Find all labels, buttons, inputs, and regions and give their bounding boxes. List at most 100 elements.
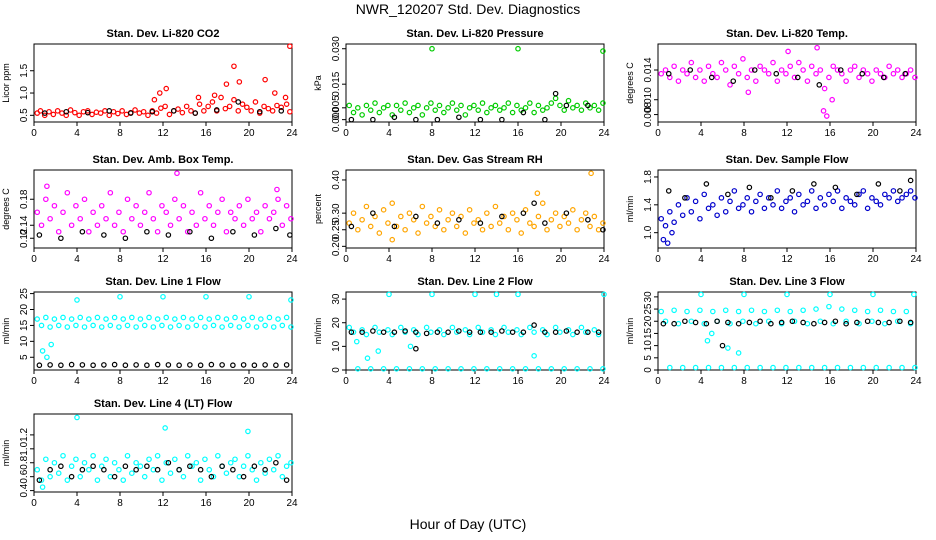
data-point (103, 316, 109, 322)
data-point (757, 191, 763, 198)
data-point-black (854, 319, 860, 326)
data-point-black (90, 463, 96, 470)
y-tick-label: 30 (643, 291, 654, 303)
data-point (817, 67, 824, 73)
data-point-black (370, 328, 376, 334)
data-point (226, 103, 233, 110)
data-point (248, 108, 254, 114)
data-point (718, 195, 725, 201)
data-point (787, 63, 794, 70)
data-point-black (746, 319, 753, 326)
data-point (735, 205, 742, 212)
data-point (223, 81, 230, 87)
data-point (903, 191, 910, 198)
data-point-black (413, 345, 419, 352)
data-point (163, 459, 170, 466)
data-point (90, 322, 96, 329)
data-point (249, 215, 256, 222)
data-point (804, 198, 811, 205)
data-point-black (789, 188, 796, 194)
data-point (359, 216, 365, 223)
data-point (783, 70, 789, 77)
data-point (419, 366, 426, 372)
data-point-black (47, 362, 53, 368)
y-tick-label: 0.6 (19, 469, 30, 483)
data-point (359, 112, 365, 118)
data-point (595, 331, 602, 338)
data-point (90, 452, 96, 459)
data-point (245, 428, 251, 435)
data-point (582, 210, 589, 216)
data-point (279, 473, 286, 480)
data-point-black (273, 225, 279, 232)
data-point (436, 102, 443, 109)
data-point (492, 331, 499, 338)
data-point (232, 456, 238, 463)
data-point-black (36, 477, 43, 483)
data-point (890, 70, 897, 77)
data-point-black (251, 232, 258, 238)
data-point (359, 327, 365, 333)
data-point-black (68, 361, 75, 368)
data-point-black (843, 320, 849, 327)
data-point-black (391, 223, 398, 230)
data-point (38, 477, 45, 483)
data-point (372, 100, 378, 106)
data-point (47, 215, 53, 222)
x-axis-title: Hour of Day (UTC) (409, 516, 527, 532)
chart-title: Stan. Dev. Line 2 Flow (417, 276, 533, 288)
data-point (137, 316, 144, 322)
data-point (671, 63, 677, 70)
data-point (201, 108, 207, 114)
data-point (785, 48, 791, 55)
data-point (869, 78, 875, 84)
data-point (882, 191, 888, 198)
data-point (445, 366, 451, 372)
data-point (141, 473, 148, 480)
data-point (669, 229, 675, 236)
data-point (570, 207, 576, 213)
data-point (535, 102, 542, 109)
data-point-black (144, 463, 150, 470)
y-tick-label: 1.4 (643, 197, 654, 211)
data-point (159, 202, 165, 209)
data-point (179, 109, 186, 116)
data-point (877, 70, 884, 77)
data-point (364, 355, 371, 361)
data-point (189, 209, 195, 216)
data-point (262, 76, 268, 83)
data-point (74, 297, 80, 303)
data-point (843, 78, 849, 84)
data-point-black (563, 102, 570, 109)
data-point (141, 209, 148, 216)
y-tick-label: 1.0 (643, 225, 654, 239)
data-point (704, 337, 711, 344)
data-point-black (219, 463, 225, 470)
chart-title: Stan. Dev. Line 4 (LT) Flow (94, 398, 233, 410)
data-point (176, 322, 182, 329)
data-point (864, 205, 871, 212)
x-tick-label: 16 (512, 128, 524, 139)
data-point (886, 364, 892, 371)
y-tick-label: 5 (643, 355, 654, 361)
data-point (283, 463, 290, 470)
data-point (860, 364, 867, 371)
data-point (839, 205, 845, 212)
data-point (120, 228, 127, 235)
data-point (531, 223, 537, 230)
data-point-black (208, 361, 215, 368)
data-point (393, 366, 400, 372)
data-point (791, 208, 798, 215)
x-tick-label: 20 (243, 498, 255, 509)
x-tick-label: 4 (386, 128, 392, 139)
data-point (514, 216, 520, 223)
data-point-black (757, 318, 763, 325)
data-point (63, 112, 70, 119)
data-point (907, 188, 914, 194)
data-point (55, 228, 62, 235)
data-point (64, 477, 71, 483)
data-point-black (101, 466, 107, 473)
data-point (475, 324, 482, 331)
data-point (222, 105, 229, 112)
y-axis-label: ml/min (1, 440, 11, 467)
